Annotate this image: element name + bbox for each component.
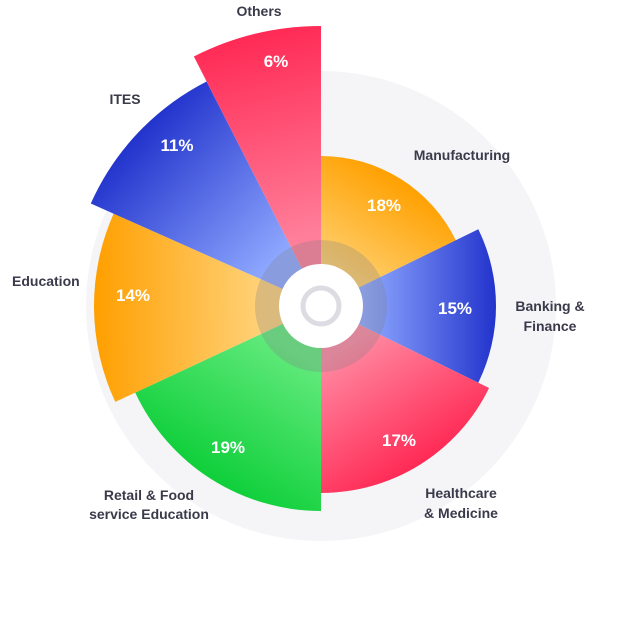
slice-0: [321, 156, 456, 306]
slice-category-label: service Education: [89, 506, 209, 522]
slice-6: [193, 26, 321, 306]
hub-white-disc: [279, 264, 363, 348]
slice-percent-label: 17%: [382, 431, 416, 450]
slice-percent-label: 15%: [438, 299, 472, 318]
slice-percent-label: 11%: [160, 136, 193, 155]
center-hub: [255, 240, 387, 372]
slice-category-label: Healthcare: [425, 485, 497, 501]
slice-percent-label: 6%: [264, 52, 289, 71]
slice-category-label: Retail & Food: [104, 487, 194, 503]
slice-percent-label: 14%: [116, 286, 150, 305]
slice-category-label: & Medicine: [424, 505, 498, 521]
slice-category-label: Manufacturing: [414, 147, 510, 163]
labels-group: 18% Manufacturing 15% Banking & Finance 17% He…: [12, 3, 585, 522]
hub-inner-ring: [300, 285, 342, 327]
slice-4: [94, 213, 321, 402]
slice-percent-label: 19%: [211, 438, 245, 457]
slice-category-label: ITES: [109, 91, 140, 107]
slice-category-label: Finance: [524, 318, 577, 334]
slice-category-label: Education: [12, 273, 80, 289]
slice-3: [135, 306, 321, 511]
slice-category-label: Others: [236, 3, 281, 19]
slice-5: [90, 81, 321, 306]
slices-group: [90, 26, 496, 511]
slice-2: [321, 306, 490, 493]
slice-percent-label: 18%: [367, 196, 401, 215]
slice-1: [321, 229, 496, 383]
slice-category-label: Banking &: [515, 298, 584, 314]
